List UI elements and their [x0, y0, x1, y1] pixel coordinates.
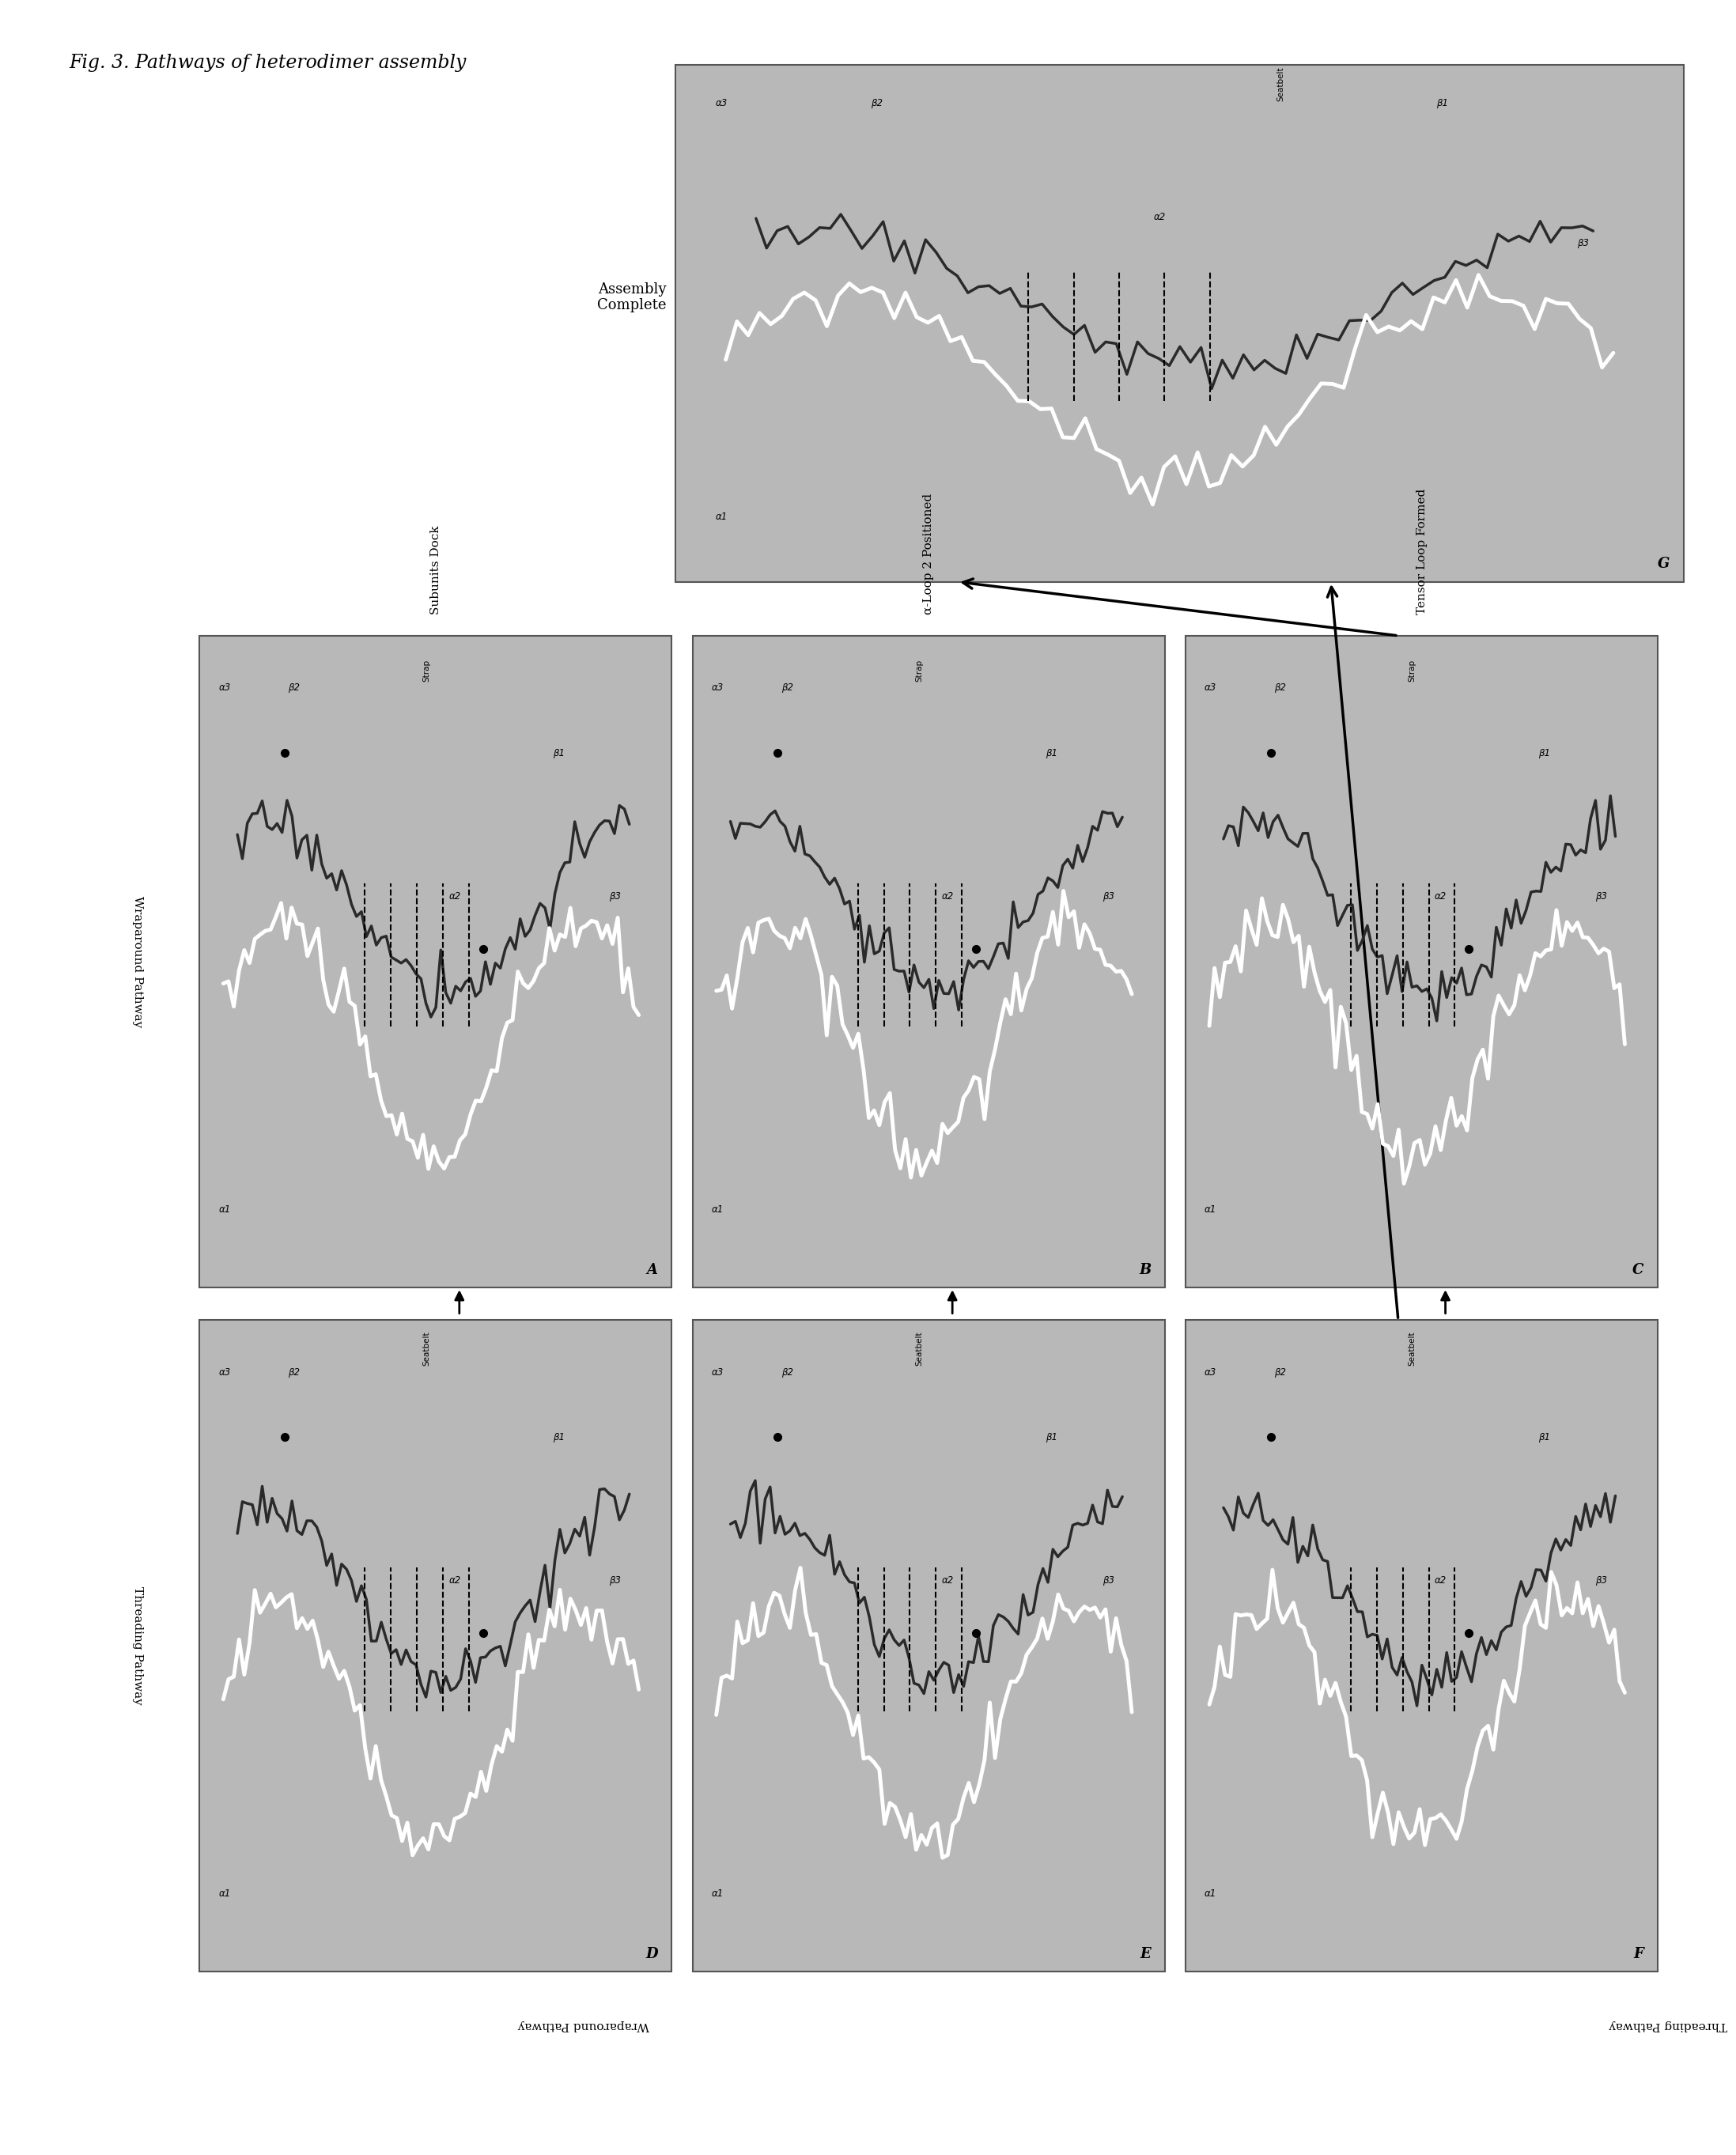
Text: β1: β1 [552, 1433, 564, 1442]
Bar [693, 636, 1165, 1287]
Text: α1: α1 [219, 1888, 231, 1899]
Text: β2: β2 [1274, 683, 1286, 694]
Text: Seatbelt: Seatbelt [422, 1332, 431, 1366]
Bar [200, 636, 672, 1287]
Bar [675, 65, 1684, 582]
Text: Assembly
Complete: Assembly Complete [597, 282, 667, 312]
Text: α3: α3 [1205, 1366, 1217, 1377]
Text: β2: β2 [288, 1366, 300, 1377]
Text: β3: β3 [1595, 892, 1608, 901]
Text: Strap: Strap [1408, 659, 1417, 681]
Text: A: A [648, 1263, 658, 1276]
Text: Strap: Strap [422, 659, 431, 681]
Text: α-Loop 2 Positioned: α-Loop 2 Positioned [924, 493, 934, 614]
Text: G: G [1658, 556, 1670, 571]
Text: F: F [1634, 1946, 1644, 1961]
Text: Wraparound Pathway: Wraparound Pathway [132, 896, 142, 1028]
Text: α1: α1 [712, 1888, 724, 1899]
Text: β3: β3 [609, 892, 621, 901]
Text: E: E [1141, 1946, 1151, 1961]
Bar [1186, 636, 1658, 1287]
Bar [693, 1319, 1165, 1972]
Text: β3: β3 [1576, 237, 1588, 248]
Text: α1: α1 [219, 1205, 231, 1215]
Text: β3: β3 [609, 1575, 621, 1586]
Text: α2: α2 [1153, 211, 1165, 222]
Text: Seatbelt: Seatbelt [1408, 1332, 1417, 1366]
Text: B: B [1139, 1263, 1151, 1276]
Text: β1: β1 [552, 748, 564, 759]
Text: β1: β1 [1538, 748, 1550, 759]
Text: β3: β3 [1102, 892, 1115, 901]
Text: α1: α1 [715, 513, 727, 522]
Text: α2: α2 [1434, 892, 1446, 901]
Text: α3: α3 [219, 1366, 231, 1377]
Text: α3: α3 [219, 683, 231, 694]
Text: Tensor Loop Formed: Tensor Loop Formed [1417, 489, 1427, 614]
Text: β1: β1 [1436, 99, 1448, 108]
Text: α2: α2 [941, 892, 953, 901]
Text: β1: β1 [1045, 748, 1057, 759]
Text: β3: β3 [1595, 1575, 1608, 1586]
Text: β1: β1 [1538, 1433, 1550, 1442]
Text: Seatbelt: Seatbelt [915, 1332, 924, 1366]
Text: α3: α3 [1205, 683, 1217, 694]
Text: C: C [1632, 1263, 1644, 1276]
Text: D: D [646, 1946, 658, 1961]
Text: α1: α1 [1205, 1205, 1217, 1215]
Text: α2: α2 [941, 1575, 953, 1586]
Text: α1: α1 [712, 1205, 724, 1215]
Text: β2: β2 [781, 683, 793, 694]
Text: α3: α3 [712, 683, 724, 694]
Text: Threading Pathway: Threading Pathway [132, 1586, 142, 1705]
Text: α1: α1 [1205, 1888, 1217, 1899]
Text: β1: β1 [1045, 1433, 1057, 1442]
Text: α2: α2 [448, 1575, 460, 1586]
Text: β2: β2 [1274, 1366, 1286, 1377]
Text: α3: α3 [712, 1366, 724, 1377]
Text: β2: β2 [781, 1366, 793, 1377]
Text: Threading Pathway: Threading Pathway [1609, 2019, 1727, 2032]
Bar [200, 1319, 672, 1972]
Text: β3: β3 [1102, 1575, 1115, 1586]
Text: α2: α2 [1434, 1575, 1446, 1586]
Text: α3: α3 [715, 99, 727, 108]
Bar [1186, 1319, 1658, 1972]
Text: Strap: Strap [915, 659, 924, 681]
Text: β2: β2 [871, 99, 884, 108]
Text: Wraparound Pathway: Wraparound Pathway [517, 2019, 649, 2032]
Text: Subunits Dock: Subunits Dock [431, 526, 441, 614]
Text: α2: α2 [448, 892, 460, 901]
Text: Seatbelt: Seatbelt [1276, 67, 1285, 101]
Text: β2: β2 [288, 683, 300, 694]
Text: Fig. 3. Pathways of heterodimer assembly: Fig. 3. Pathways of heterodimer assembly [69, 54, 467, 71]
